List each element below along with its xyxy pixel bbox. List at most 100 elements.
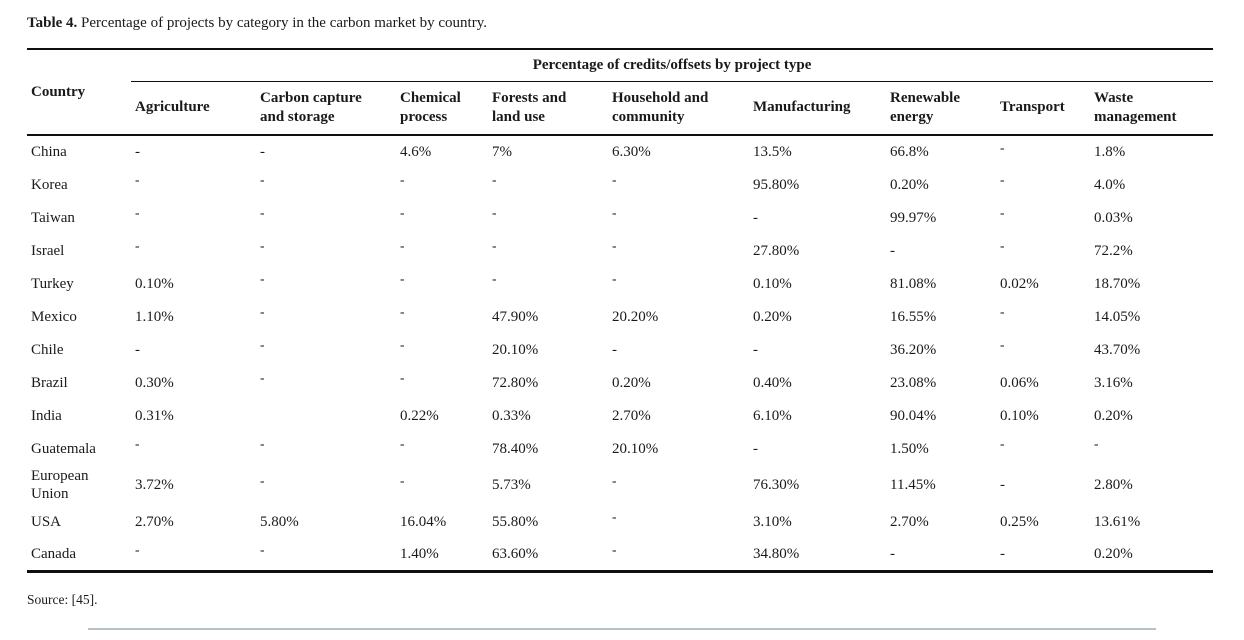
value-cell: - xyxy=(753,440,758,457)
column-header-household-community: Household and community xyxy=(608,81,749,136)
value-cell: 13.5% xyxy=(753,144,792,160)
value-cell: - xyxy=(488,267,608,300)
value-cell: - xyxy=(396,366,488,399)
value-cell: - xyxy=(1000,545,1005,562)
column-header-carbon-capture: Carbon capture and storage xyxy=(256,81,396,136)
value-cell: - xyxy=(256,267,396,300)
value-cell: - xyxy=(488,234,608,267)
country-cell: Guatemala xyxy=(31,440,96,457)
dash-placeholder: - xyxy=(400,436,405,452)
value-cell xyxy=(256,399,396,432)
dash-placeholder: - xyxy=(1000,304,1005,320)
value-cell: - xyxy=(608,505,749,538)
value-cell: 3.10% xyxy=(753,513,792,530)
value-cell: 5.80% xyxy=(260,513,299,530)
dash-placeholder: - xyxy=(1000,436,1005,452)
value-cell: 34.80% xyxy=(753,545,800,562)
dash-placeholder: - xyxy=(260,472,265,488)
value-cell: - xyxy=(396,168,488,201)
country-cell: Korea xyxy=(31,176,68,193)
value-cell: 16.55% xyxy=(890,308,937,325)
country-cell: Chile xyxy=(31,341,64,358)
value-cell: 27.80% xyxy=(753,242,800,259)
value-cell: 55.80% xyxy=(492,513,539,530)
value-cell: 0.22% xyxy=(400,407,439,424)
value-cell: 20.20% xyxy=(612,308,659,325)
value-cell: 47.90% xyxy=(492,308,539,325)
value-cell: - xyxy=(396,300,488,333)
dash-placeholder: - xyxy=(400,337,405,353)
column-header-country: Country xyxy=(27,49,131,136)
value-cell: 16.04% xyxy=(400,513,447,530)
country-cell: China xyxy=(31,144,67,160)
value-cell: - xyxy=(753,341,758,358)
value-cell: 72.2% xyxy=(1094,242,1133,259)
value-cell: - xyxy=(256,465,396,505)
table-row: Taiwan - - - - - - 99.97% - 0.03% xyxy=(27,201,1213,234)
table-caption: Table 4. Percentage of projects by categ… xyxy=(27,14,487,33)
table-row: Korea - - - - - 95.80% 0.20% - 4.0% xyxy=(27,168,1213,201)
country-cell: India xyxy=(31,407,62,424)
dash-placeholder: - xyxy=(260,205,265,221)
country-cell: Brazil xyxy=(31,374,68,391)
value-cell: - xyxy=(608,538,749,571)
value-cell: - xyxy=(396,201,488,234)
value-cell: 0.02% xyxy=(1000,275,1039,292)
value-cell: - xyxy=(256,366,396,399)
value-cell: - xyxy=(256,300,396,333)
value-cell: - xyxy=(1090,432,1213,465)
column-header-waste-management: Waste management xyxy=(1090,81,1214,136)
value-cell: - xyxy=(488,201,608,234)
dash-placeholder: - xyxy=(260,172,265,188)
dash-placeholder: - xyxy=(1000,205,1005,221)
dash-placeholder: - xyxy=(492,271,497,287)
value-cell: - xyxy=(131,432,256,465)
value-cell: 1.50% xyxy=(890,440,929,457)
dash-placeholder: - xyxy=(135,172,140,188)
value-cell: - xyxy=(996,234,1090,267)
dash-placeholder: - xyxy=(260,337,265,353)
country-cell: Canada xyxy=(31,545,76,562)
table-caption-label: Table 4. xyxy=(27,15,78,31)
bottom-rule xyxy=(88,628,1156,630)
dash-placeholder: - xyxy=(1000,139,1005,155)
source-note: Source: [45]. xyxy=(27,592,98,607)
value-cell: - xyxy=(256,432,396,465)
dash-placeholder: - xyxy=(400,271,405,287)
value-cell: - xyxy=(256,538,396,571)
value-cell: 0.30% xyxy=(135,374,174,391)
table-row: Israel - - - - - 27.80% - - 72.2% xyxy=(27,234,1213,267)
column-header-chemical-process: Chemical process xyxy=(396,81,488,136)
value-cell: - xyxy=(256,234,396,267)
dash-placeholder: - xyxy=(612,541,617,557)
dash-placeholder: - xyxy=(260,436,265,452)
value-cell: 2.80% xyxy=(1094,477,1133,493)
value-cell: - xyxy=(135,144,140,160)
value-cell: - xyxy=(135,341,140,358)
value-cell: - xyxy=(612,341,617,358)
dash-placeholder: - xyxy=(492,238,497,254)
value-cell: 2.70% xyxy=(612,407,651,424)
column-header-renewable-energy: Renewable energy xyxy=(886,81,996,136)
dash-placeholder: - xyxy=(1000,238,1005,254)
value-cell: - xyxy=(996,201,1090,234)
country-cell: Mexico xyxy=(31,308,77,325)
value-cell: 6.30% xyxy=(612,144,651,160)
table-row: Guatemala - - - 78.40% 20.10% - 1.50% - - xyxy=(27,432,1213,465)
country-cell: Turkey xyxy=(31,275,74,292)
value-cell: 0.20% xyxy=(1094,407,1133,424)
value-cell: 2.70% xyxy=(135,513,174,530)
table-row: Mexico 1.10% - - 47.90% 20.20% 0.20% 16.55% - 14.… xyxy=(27,300,1213,333)
table-row: Canada - - 1.40% 63.60% - 34.80% - - 0.20% xyxy=(27,538,1213,571)
value-cell: 76.30% xyxy=(753,477,800,493)
dash-placeholder: - xyxy=(612,205,617,221)
dash-placeholder: - xyxy=(1094,436,1099,452)
dash-placeholder: - xyxy=(260,370,265,386)
table-row: China - - 4.6% 7% 6.30% 13.5% 66.8% - 1.8% xyxy=(27,135,1213,168)
value-cell: 13.61% xyxy=(1094,513,1141,530)
dash-placeholder: - xyxy=(260,238,265,254)
value-cell: 99.97% xyxy=(890,209,937,226)
table-row: India 0.31% 0.22% 0.33% 2.70% 6.10% 90.04% 0.10… xyxy=(27,399,1213,432)
dash-placeholder: - xyxy=(612,509,617,525)
